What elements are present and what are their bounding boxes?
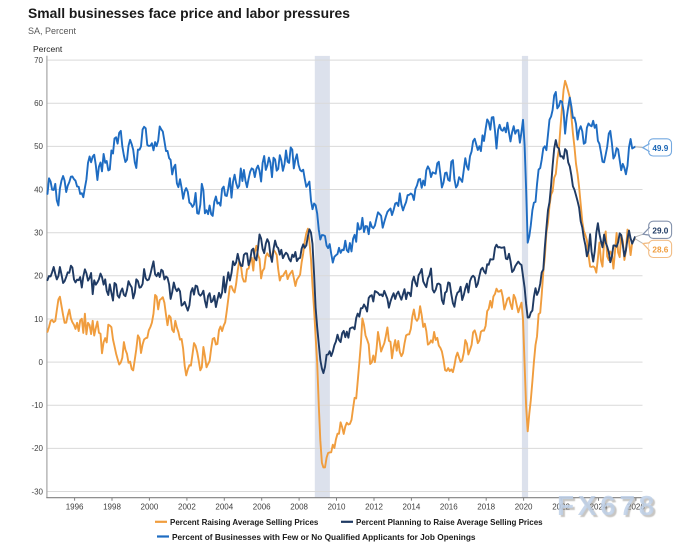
svg-text:0: 0 [39,358,44,367]
svg-text:2010: 2010 [328,503,346,512]
svg-text:2008: 2008 [290,503,308,512]
svg-text:2014: 2014 [403,503,421,512]
svg-text:Percent Raising Average Sellin: Percent Raising Average Selling Prices [170,518,319,527]
svg-text:Percent Planning to Raise Aver: Percent Planning to Raise Average Sellin… [356,518,543,527]
svg-text:2006: 2006 [253,503,271,512]
svg-text:-30: -30 [31,487,43,496]
svg-text:40: 40 [34,185,43,194]
svg-text:2020: 2020 [515,503,533,512]
svg-text:Percent: Percent [33,44,63,54]
svg-text:29.0: 29.0 [652,226,668,235]
svg-text:2016: 2016 [440,503,458,512]
svg-text:20: 20 [34,272,43,281]
svg-text:49.9: 49.9 [652,144,668,153]
svg-text:60: 60 [34,99,43,108]
svg-text:2002: 2002 [178,503,196,512]
svg-text:2026: 2026 [627,503,645,512]
svg-text:50: 50 [34,142,43,151]
svg-text:10: 10 [34,315,43,324]
svg-text:2004: 2004 [215,503,233,512]
svg-text:2012: 2012 [365,503,383,512]
svg-text:30: 30 [34,229,43,238]
svg-text:-20: -20 [31,444,43,453]
svg-text:-10: -10 [31,401,43,410]
svg-text:2024: 2024 [590,503,608,512]
svg-text:70: 70 [34,56,43,65]
svg-text:1998: 1998 [103,503,121,512]
svg-text:2000: 2000 [141,503,159,512]
svg-text:2018: 2018 [477,503,495,512]
svg-text:2022: 2022 [552,503,570,512]
svg-text:28.6: 28.6 [652,246,668,255]
svg-text:1996: 1996 [66,503,84,512]
svg-text:Percent of Businesses with Few: Percent of Businesses with Few or No Qua… [172,532,476,542]
